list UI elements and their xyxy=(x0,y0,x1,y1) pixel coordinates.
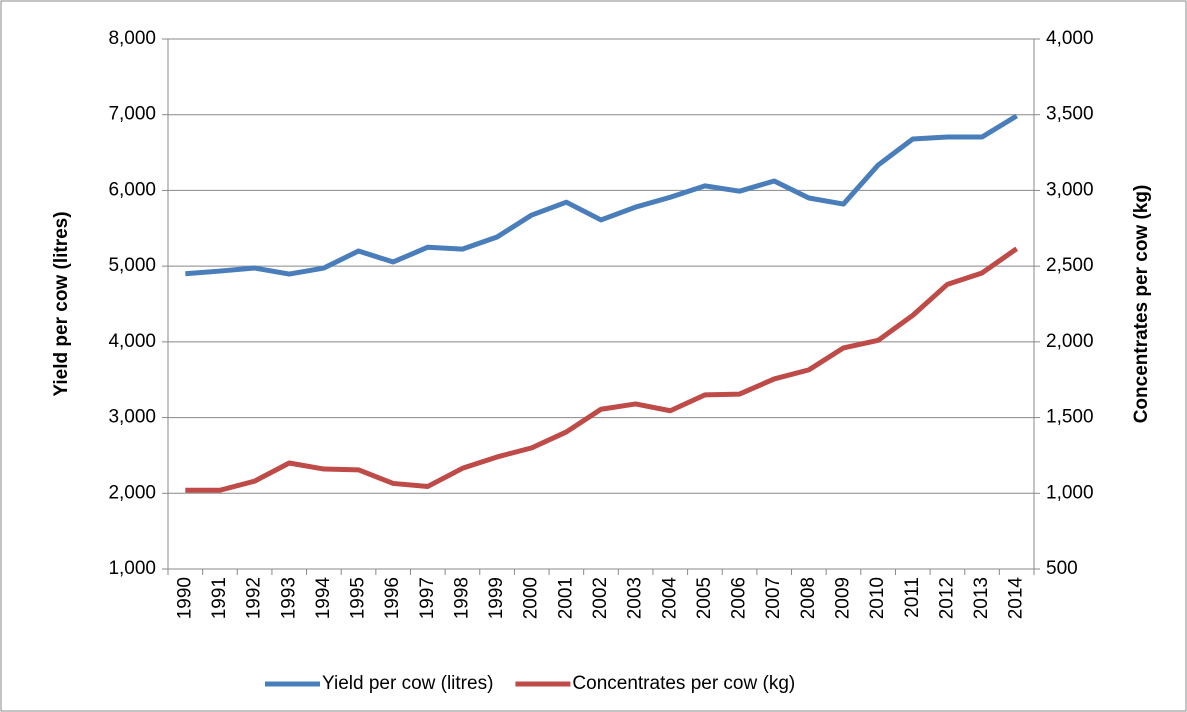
y-axis-title: Yield per cow (litres) xyxy=(51,211,72,396)
x-tick-label: 2006 xyxy=(729,577,750,619)
series-line xyxy=(185,113,1018,277)
y-tick-label: 2,000 xyxy=(108,482,156,503)
x-tick-label: 2005 xyxy=(694,577,715,619)
x-tick-label: 1990 xyxy=(174,577,195,619)
x-tick-label: 2004 xyxy=(659,577,680,620)
legend-label: Concentrates per cow (kg) xyxy=(572,673,795,694)
x-tick-label: 1999 xyxy=(486,577,507,619)
x-tick-label: 2012 xyxy=(936,577,957,619)
y2-tick-label: 1,500 xyxy=(1046,407,1094,428)
x-tick-label: 2014 xyxy=(1006,577,1027,620)
y-tick-label: 8,000 xyxy=(108,28,156,49)
x-tick-label: 1995 xyxy=(348,577,369,619)
y2-tick-label: 3,500 xyxy=(1046,104,1094,125)
y-tick-label: 4,000 xyxy=(108,331,156,352)
x-tick-label: 2011 xyxy=(902,577,923,618)
y2-axis-title: Concentrates per cow (kg) xyxy=(1131,185,1152,424)
series-line xyxy=(185,246,1019,493)
x-tick-label: 1993 xyxy=(278,577,299,619)
y-tick-label: 1,000 xyxy=(108,558,156,579)
y2-tick-label: 2,500 xyxy=(1046,255,1094,276)
y2-tick-label: 1,000 xyxy=(1046,482,1094,503)
x-tick-label: 2010 xyxy=(867,577,888,619)
x-tick-label: 1991 xyxy=(209,577,230,619)
x-tick-label: 1998 xyxy=(451,577,472,619)
x-tick-label: 1996 xyxy=(382,577,403,619)
x-tick-label: 2003 xyxy=(625,577,646,619)
y-tick-label: 6,000 xyxy=(108,179,156,200)
x-tick-label: 2008 xyxy=(798,577,819,619)
y2-tick-label: 500 xyxy=(1046,558,1078,579)
x-tick-label: 1997 xyxy=(417,577,438,619)
legend-label: Yield per cow (litres) xyxy=(322,673,493,694)
y2-tick-label: 4,000 xyxy=(1046,28,1094,49)
x-tick-label: 2000 xyxy=(521,577,542,619)
x-tick-label: 2007 xyxy=(763,577,784,619)
y-tick-label: 3,000 xyxy=(108,407,156,428)
y2-tick-label: 3,000 xyxy=(1046,179,1094,200)
x-tick-label: 2013 xyxy=(971,577,992,619)
y-tick-label: 5,000 xyxy=(108,255,156,276)
x-tick-label: 2009 xyxy=(832,577,853,619)
y2-tick-label: 2,000 xyxy=(1046,331,1094,352)
x-tick-label: 1994 xyxy=(313,577,334,620)
x-tick-label: 2001 xyxy=(555,577,576,619)
x-tick-label: 1992 xyxy=(244,577,265,619)
x-tick-label: 2002 xyxy=(590,577,611,619)
y-tick-label: 7,000 xyxy=(108,104,156,125)
